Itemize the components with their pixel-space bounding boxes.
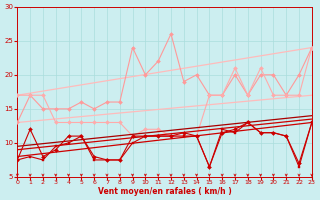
X-axis label: Vent moyen/en rafales ( km/h ): Vent moyen/en rafales ( km/h ) <box>98 187 231 196</box>
